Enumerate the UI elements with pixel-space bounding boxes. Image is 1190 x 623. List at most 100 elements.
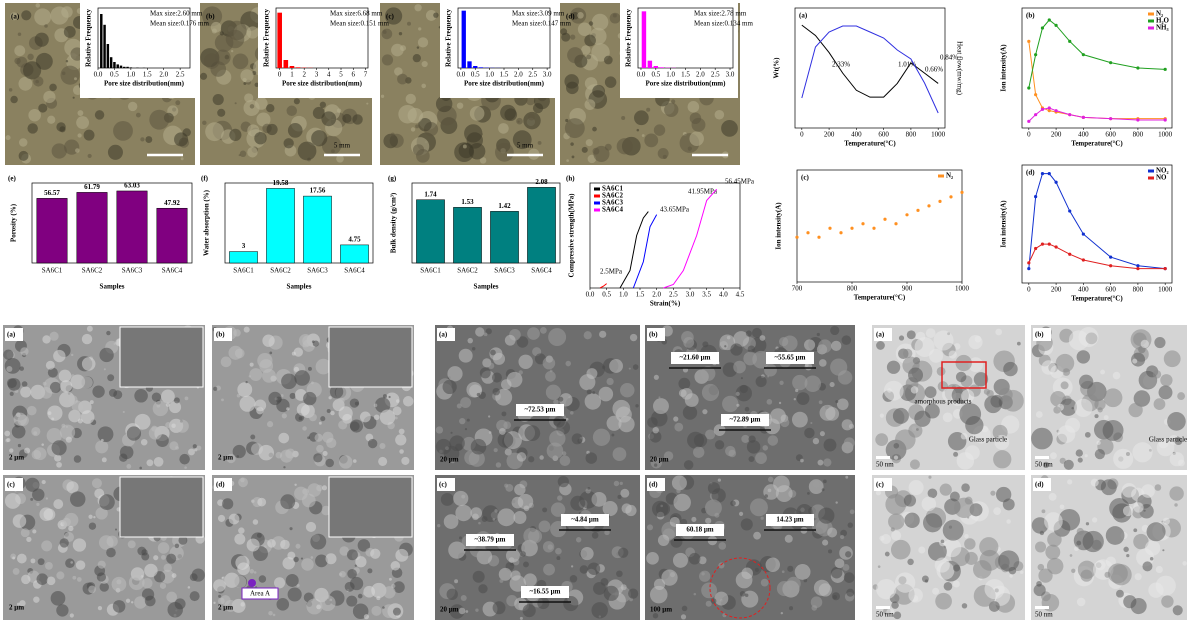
- texture: [688, 552, 701, 565]
- texture: [747, 345, 756, 353]
- texture: [902, 348, 913, 359]
- bar: [109, 57, 113, 68]
- label-bg: [874, 328, 892, 341]
- scale-label: 5 mm: [517, 142, 534, 150]
- texture: [804, 427, 815, 439]
- texture: [823, 479, 827, 484]
- texture: [781, 570, 785, 574]
- texture: [89, 400, 94, 405]
- texture: [127, 540, 136, 549]
- texture: [374, 397, 391, 413]
- texture: [996, 486, 1012, 503]
- texture: [629, 333, 638, 342]
- texture: [1048, 492, 1057, 501]
- texture: [144, 563, 158, 578]
- texture: [817, 459, 824, 466]
- texture: [1009, 574, 1013, 578]
- texture: [367, 568, 373, 574]
- texture: [704, 499, 722, 517]
- texture: [32, 529, 37, 534]
- texture: [30, 497, 34, 501]
- legend-label: N₂: [946, 172, 953, 180]
- texture: [705, 517, 712, 524]
- point: [1163, 118, 1167, 122]
- legend-label: SA6C2: [602, 192, 624, 200]
- x-tick-label: 2.0: [159, 71, 168, 79]
- point: [1068, 113, 1072, 117]
- series-line: [1028, 107, 1166, 122]
- texture: [528, 113, 535, 121]
- x-tick-label: 3.0: [686, 291, 695, 299]
- texture: [76, 116, 90, 130]
- texture: [478, 584, 488, 594]
- texture: [458, 607, 466, 615]
- texture: [1046, 557, 1064, 575]
- texture: [286, 105, 297, 117]
- texture: [494, 509, 498, 513]
- texture: [475, 327, 485, 337]
- point: [960, 190, 964, 194]
- texture: [584, 34, 596, 47]
- measure-label: ~55.65 μm: [775, 354, 806, 362]
- texture: [832, 595, 837, 600]
- x-tick-label: 1000: [955, 285, 970, 293]
- plot-frame: [796, 169, 963, 283]
- legend-swatch: [938, 174, 944, 178]
- point: [806, 231, 810, 235]
- texture: [469, 106, 485, 121]
- texture: [559, 393, 573, 407]
- texture: [10, 12, 18, 21]
- annotation: 43.65MPa: [660, 206, 690, 214]
- texture: [347, 569, 357, 579]
- texture: [719, 334, 736, 351]
- texture: [717, 478, 722, 482]
- texture: [75, 560, 86, 570]
- texture: [563, 595, 579, 612]
- texture: [346, 595, 358, 607]
- texture: [618, 547, 629, 558]
- texture: [108, 388, 118, 397]
- texture: [151, 392, 162, 402]
- texture: [1133, 528, 1138, 533]
- texture: [849, 509, 855, 515]
- texture: [705, 429, 716, 440]
- texture: [58, 369, 72, 383]
- texture: [479, 157, 487, 164]
- texture: [1059, 457, 1066, 464]
- texture: [153, 456, 164, 467]
- panel-label: (b): [206, 13, 215, 21]
- texture: [466, 132, 483, 149]
- texture: [353, 459, 357, 463]
- texture: [673, 416, 679, 422]
- texture: [470, 507, 483, 519]
- texture: [795, 388, 799, 393]
- texture: [565, 360, 572, 367]
- texture: [88, 514, 93, 519]
- texture: [760, 578, 769, 587]
- point: [1081, 258, 1085, 262]
- panel-label: (d): [649, 481, 658, 489]
- texture: [886, 608, 895, 617]
- texture: [382, 394, 387, 399]
- texture: [464, 428, 468, 431]
- panel-label: (c): [386, 13, 394, 21]
- texture: [875, 490, 881, 496]
- panel-label: (a): [876, 331, 885, 339]
- texture: [1112, 371, 1121, 380]
- texture: [338, 420, 348, 430]
- texture: [745, 330, 752, 337]
- texture: [661, 569, 678, 586]
- texture: [416, 46, 420, 49]
- x-tick-label: SA6C3: [307, 267, 328, 275]
- texture: [77, 133, 82, 138]
- texture: [83, 129, 95, 141]
- texture: [584, 77, 598, 90]
- highlight: [709, 557, 771, 619]
- texture: [338, 572, 343, 576]
- texture: [481, 516, 488, 523]
- texture: [570, 565, 574, 568]
- texture: [613, 480, 620, 487]
- series-line: [1028, 19, 1166, 89]
- texture: [818, 400, 823, 405]
